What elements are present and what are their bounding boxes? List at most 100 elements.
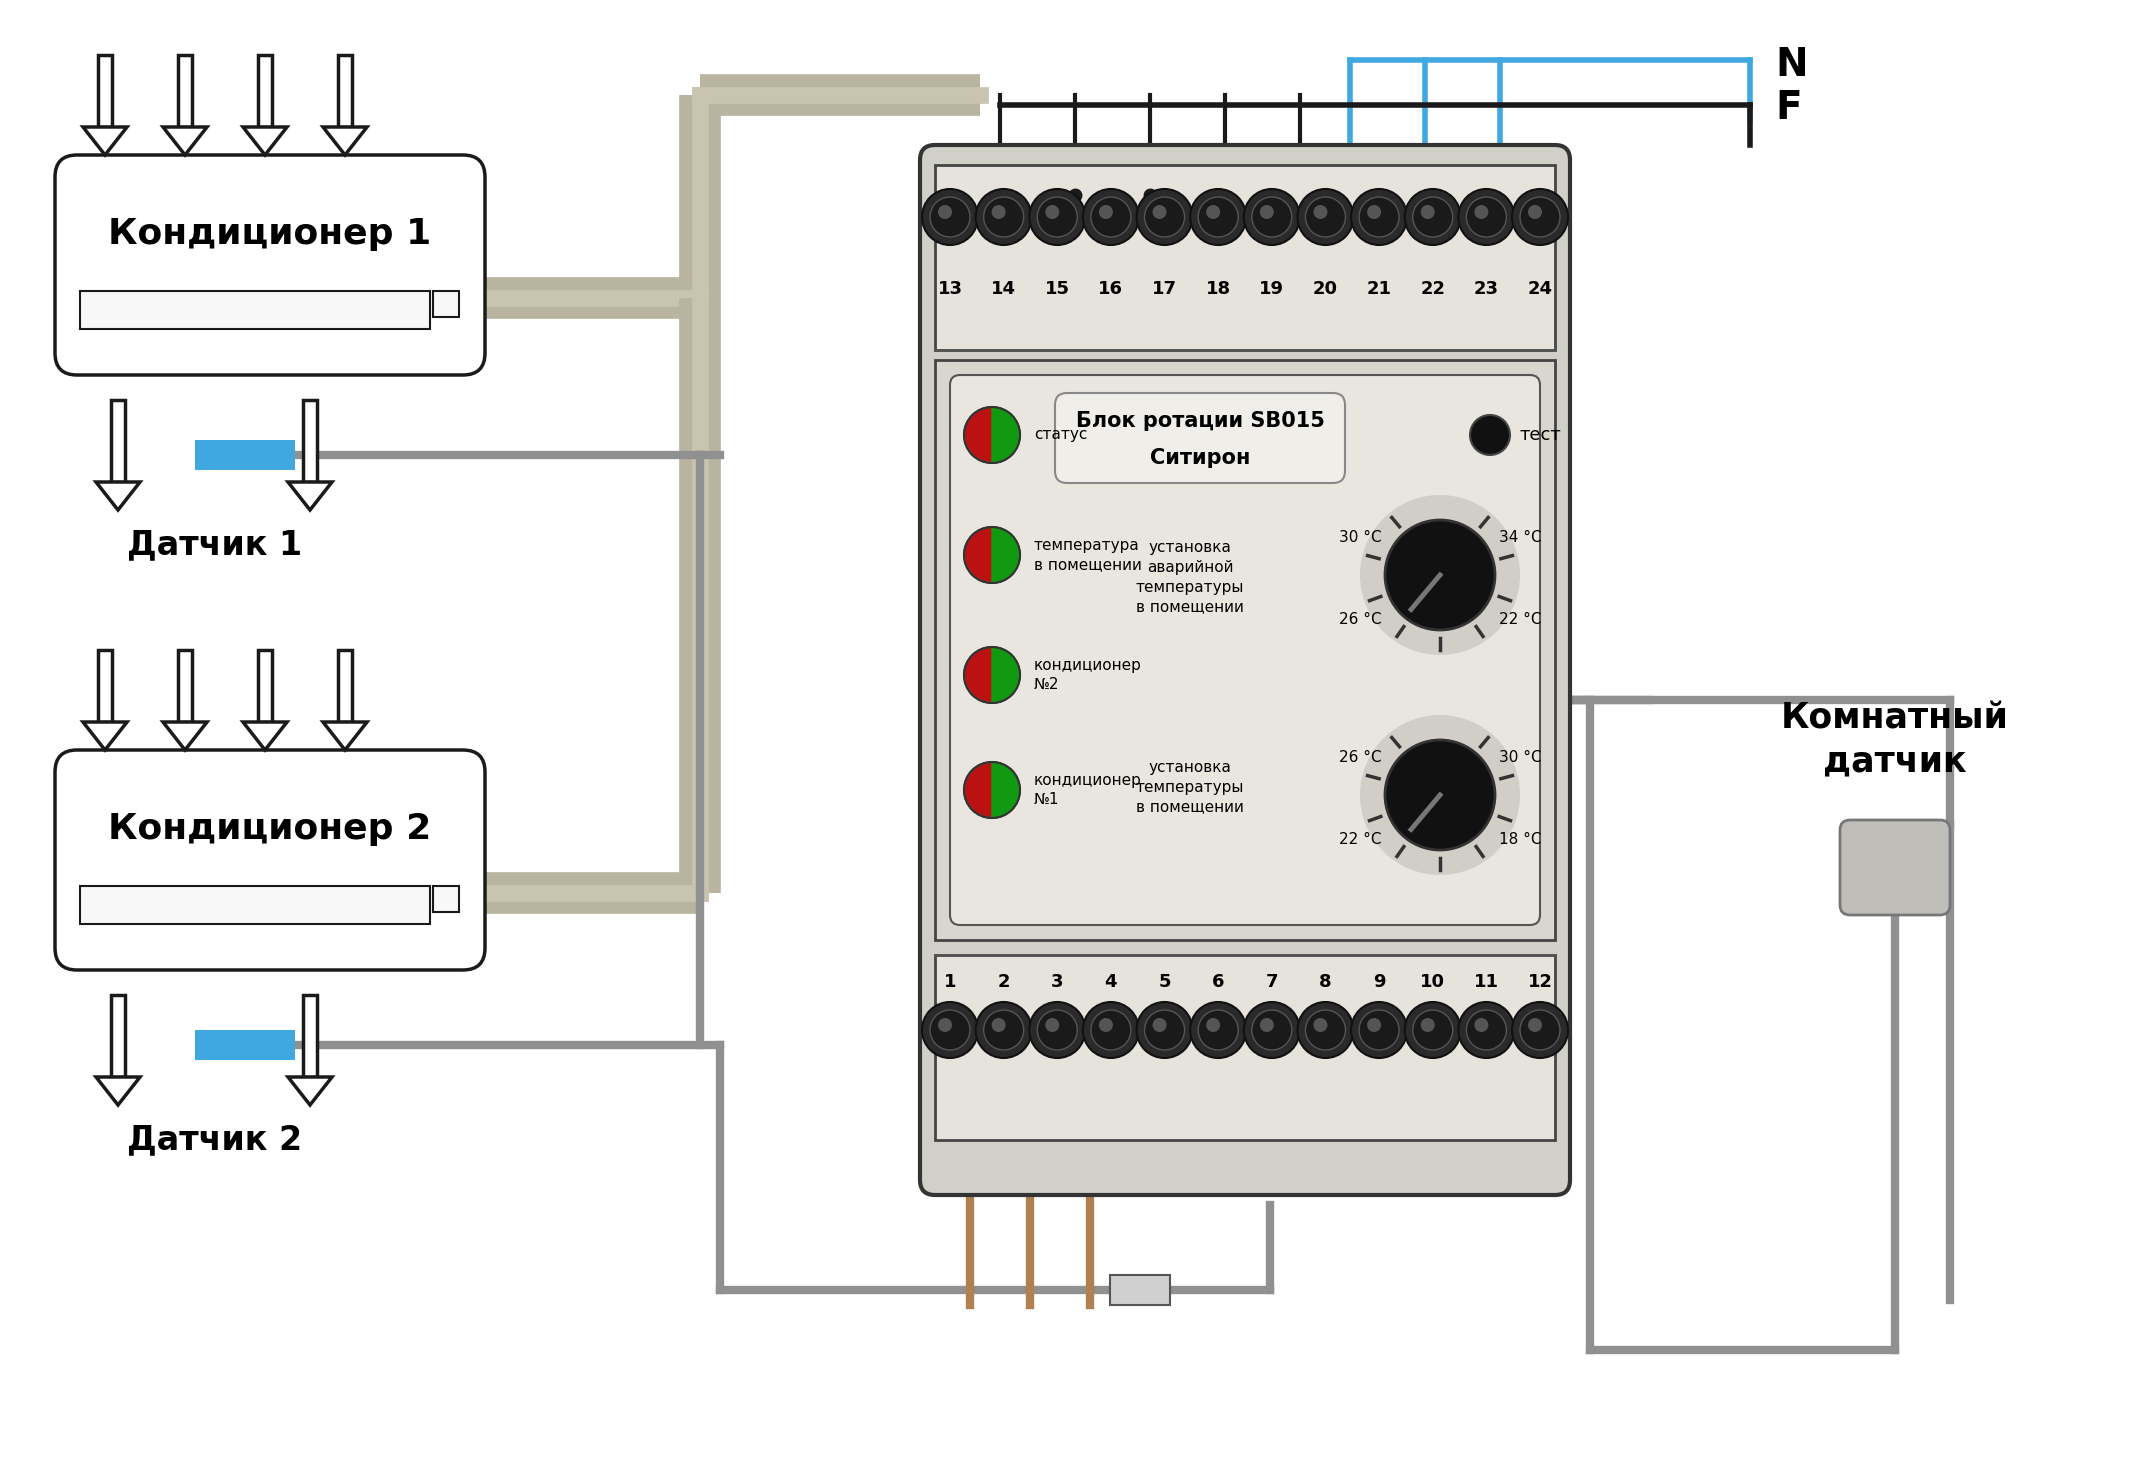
Circle shape — [1457, 188, 1515, 244]
Circle shape — [1359, 1010, 1400, 1050]
Bar — [79, 291, 430, 330]
Circle shape — [1207, 205, 1220, 219]
Text: температура
в помещении: температура в помещении — [1034, 539, 1143, 571]
Text: 16: 16 — [1098, 280, 1124, 297]
Text: 5: 5 — [1158, 973, 1171, 991]
Text: Блок ротации SB015: Блок ротации SB015 — [1076, 411, 1325, 431]
Circle shape — [984, 1010, 1023, 1050]
Circle shape — [1153, 1019, 1166, 1032]
Circle shape — [1044, 1019, 1059, 1032]
Circle shape — [1513, 188, 1569, 244]
Text: 2: 2 — [997, 973, 1010, 991]
FancyBboxPatch shape — [56, 751, 486, 970]
Bar — [111, 400, 124, 481]
Circle shape — [1421, 1019, 1434, 1032]
Circle shape — [1385, 740, 1496, 849]
Circle shape — [976, 188, 1031, 244]
Text: 26 °C: 26 °C — [1340, 749, 1380, 764]
Circle shape — [1519, 197, 1560, 237]
Circle shape — [963, 762, 1021, 818]
Circle shape — [1083, 188, 1138, 244]
Circle shape — [1190, 188, 1245, 244]
Polygon shape — [993, 762, 1021, 818]
Polygon shape — [83, 721, 126, 751]
Circle shape — [1297, 188, 1352, 244]
Circle shape — [1297, 1002, 1352, 1058]
Text: 14: 14 — [991, 280, 1016, 297]
Text: 22 °C: 22 °C — [1340, 833, 1380, 848]
Circle shape — [1145, 197, 1186, 237]
Bar — [79, 886, 430, 924]
Bar — [935, 955, 1556, 1139]
Text: 30 °C: 30 °C — [1340, 530, 1380, 545]
Text: 17: 17 — [1151, 280, 1177, 297]
Bar — [1111, 1275, 1171, 1306]
Text: 3: 3 — [1051, 973, 1064, 991]
Circle shape — [1038, 1010, 1076, 1050]
Circle shape — [931, 1010, 969, 1050]
Text: кондиционер
№2: кондиционер №2 — [1034, 658, 1143, 692]
Text: 13: 13 — [937, 280, 963, 297]
Circle shape — [937, 1019, 952, 1032]
Circle shape — [1466, 1010, 1507, 1050]
Bar — [195, 1030, 295, 1060]
Circle shape — [1412, 197, 1453, 237]
Circle shape — [1367, 1019, 1380, 1032]
Bar — [178, 651, 193, 721]
Circle shape — [976, 1002, 1031, 1058]
Bar — [195, 440, 295, 470]
Text: 18 °C: 18 °C — [1498, 833, 1541, 848]
Circle shape — [1305, 197, 1346, 237]
Bar — [935, 361, 1556, 941]
Circle shape — [1314, 205, 1327, 219]
Circle shape — [1029, 1002, 1085, 1058]
FancyBboxPatch shape — [1840, 820, 1950, 916]
FancyBboxPatch shape — [56, 155, 486, 375]
Text: 24: 24 — [1528, 280, 1552, 297]
Circle shape — [1404, 1002, 1462, 1058]
Text: Датчик 2: Датчик 2 — [128, 1123, 302, 1157]
Circle shape — [1136, 1002, 1192, 1058]
Circle shape — [1260, 205, 1273, 219]
Circle shape — [1350, 1002, 1408, 1058]
Text: Комнатный
датчик: Комнатный датчик — [1780, 702, 2009, 779]
Circle shape — [1359, 197, 1400, 237]
Circle shape — [1153, 205, 1166, 219]
Text: тест: тест — [1519, 425, 1562, 445]
Circle shape — [931, 197, 969, 237]
Text: 4: 4 — [1104, 973, 1117, 991]
Text: 6: 6 — [1211, 973, 1224, 991]
Text: установка
температуры
в помещении: установка температуры в помещении — [1136, 760, 1243, 814]
Text: 15: 15 — [1044, 280, 1070, 297]
Text: Кондиционер 1: Кондиционер 1 — [109, 218, 432, 252]
Text: 8: 8 — [1318, 973, 1331, 991]
Circle shape — [1474, 205, 1487, 219]
Text: 12: 12 — [1528, 973, 1552, 991]
Text: кондиционер
№1: кондиционер №1 — [1034, 773, 1143, 807]
Polygon shape — [323, 721, 366, 751]
Circle shape — [1466, 197, 1507, 237]
Circle shape — [1314, 1019, 1327, 1032]
Polygon shape — [163, 127, 208, 155]
Circle shape — [937, 205, 952, 219]
Circle shape — [1519, 1010, 1560, 1050]
Polygon shape — [96, 1078, 139, 1105]
Bar — [178, 54, 193, 127]
Text: 23: 23 — [1474, 280, 1498, 297]
Circle shape — [1412, 1010, 1453, 1050]
Bar — [304, 400, 317, 481]
Circle shape — [1252, 197, 1293, 237]
Bar — [98, 651, 111, 721]
Text: Кондиционер 2: Кондиционер 2 — [109, 813, 432, 846]
Circle shape — [991, 1019, 1006, 1032]
Text: 34 °C: 34 °C — [1498, 530, 1541, 545]
Bar — [259, 54, 272, 127]
Text: 21: 21 — [1367, 280, 1391, 297]
Circle shape — [1528, 205, 1543, 219]
Polygon shape — [323, 127, 366, 155]
Circle shape — [963, 648, 1021, 704]
Text: 22 °C: 22 °C — [1498, 612, 1541, 627]
Circle shape — [1029, 188, 1085, 244]
Circle shape — [1207, 1019, 1220, 1032]
Circle shape — [1474, 1019, 1487, 1032]
